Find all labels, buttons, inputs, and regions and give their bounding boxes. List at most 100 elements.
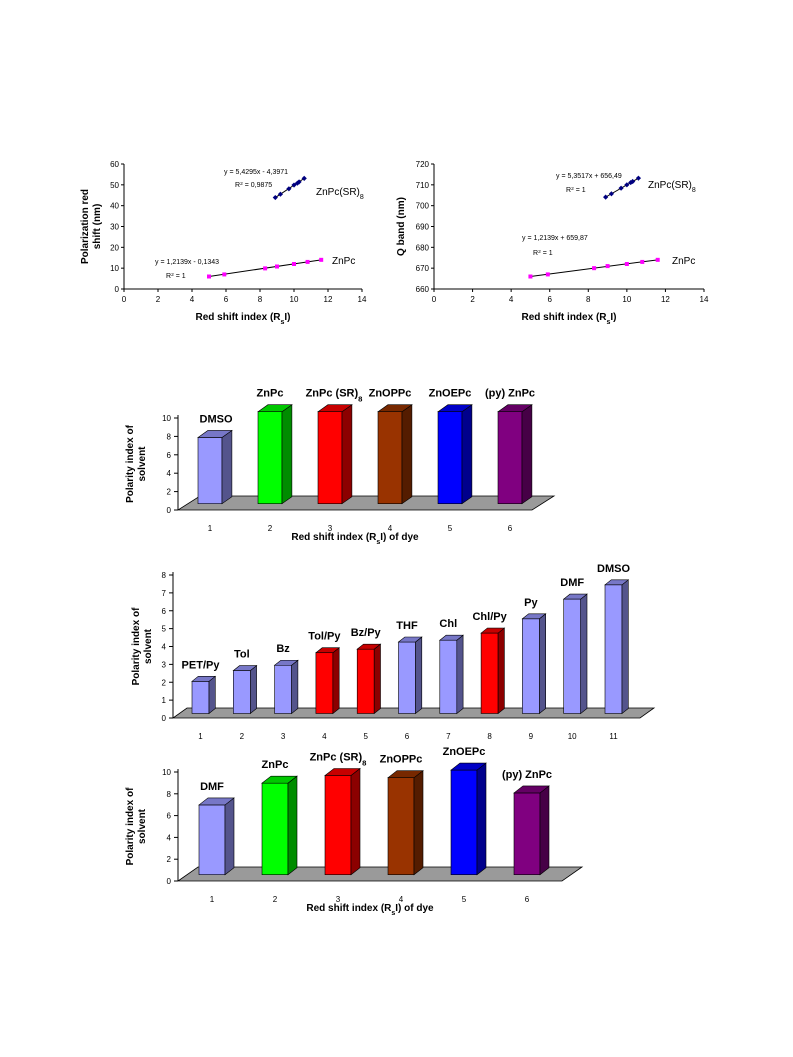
bar-chart-3: 0 2 4 6 8 10 Polarity index of solvent 1 DMF 2 ZnPc… bbox=[125, 746, 584, 917]
bar-label: ZnOPPc bbox=[380, 754, 423, 766]
data-point bbox=[305, 259, 310, 264]
bar-side bbox=[401, 404, 413, 505]
data-point bbox=[655, 257, 660, 262]
x-tick-label: 4 bbox=[388, 524, 393, 533]
bar-front bbox=[233, 670, 251, 714]
bar-side bbox=[208, 675, 216, 715]
r-squared-part: R bbox=[166, 273, 171, 280]
bar-11: 11 DMSO bbox=[597, 563, 630, 741]
bar-top bbox=[497, 404, 533, 413]
x-axis-title-subscript: s bbox=[281, 319, 285, 326]
bar-label: (py) ZnPc bbox=[485, 388, 535, 400]
x-tick-label: 4 bbox=[399, 895, 404, 904]
bar-label: ZnPc (SR)8 bbox=[310, 752, 368, 768]
bar-side bbox=[539, 613, 547, 715]
y-tick-label: 4 bbox=[167, 469, 172, 478]
data-point bbox=[301, 175, 307, 181]
data-point bbox=[528, 274, 533, 279]
x-tick-label: 1 bbox=[198, 732, 203, 741]
bar-side bbox=[476, 762, 487, 876]
y-tick-label: 0 bbox=[162, 714, 167, 723]
x-tick-label: 3 bbox=[336, 895, 341, 904]
y-tick-label: 8 bbox=[167, 790, 172, 799]
bar-label: ZnOEPc bbox=[429, 388, 472, 400]
bar-label-text: Tol/Py bbox=[308, 631, 341, 643]
bar-side bbox=[580, 593, 588, 715]
x-tick-label: 8 bbox=[258, 295, 263, 304]
bar-top bbox=[191, 676, 217, 682]
x-tick-label: 6 bbox=[508, 524, 513, 533]
series-znpc: y = 1,2139x + 659,87 R2 = 1 ZnPc bbox=[522, 235, 695, 279]
y-axis-title-line2: shift (nm) bbox=[92, 204, 103, 250]
bar-label-text: DMSO bbox=[200, 413, 233, 425]
x-tick-label: 3 bbox=[328, 524, 333, 533]
x-tick-label: 6 bbox=[405, 732, 410, 741]
bar-3: 3 ZnPc (SR)8 bbox=[306, 388, 364, 533]
bar-top bbox=[324, 768, 361, 776]
data-point bbox=[286, 186, 292, 192]
bar-label: (py) ZnPc bbox=[502, 769, 552, 781]
bar-label-text: DMF bbox=[560, 577, 584, 589]
bar-label: Bz bbox=[276, 643, 290, 655]
bar-side bbox=[350, 767, 361, 876]
x-tick-label: 2 bbox=[156, 295, 161, 304]
series-label-text: ZnPc(SR) bbox=[648, 180, 692, 191]
x-axis-title: Red shift index (RsI) bbox=[521, 312, 616, 326]
bar-top bbox=[450, 762, 487, 771]
data-point bbox=[592, 266, 597, 271]
y-axis-title-line1: Polarity index of bbox=[125, 787, 136, 865]
series-znpc-sr8: y = 5,3517x + 656,49 R2 = 1 ZnPc(SR)8 bbox=[556, 173, 696, 200]
bar-chart-2: 0 1 2 3 4 5 6 7 8 Polarity index of solvent 1 PET/Py… bbox=[131, 563, 656, 741]
x-axis-title-part: Red shift index (R bbox=[291, 532, 377, 543]
bar-side bbox=[281, 404, 293, 505]
data-point bbox=[635, 175, 642, 181]
data-point bbox=[624, 262, 629, 266]
bar-label: PET/Py bbox=[182, 659, 221, 671]
x-tick-label: 0 bbox=[122, 295, 127, 304]
x-tick-label: 14 bbox=[358, 295, 367, 304]
bar-front bbox=[604, 584, 623, 714]
bar-6: 6 (py) ZnPc bbox=[502, 769, 552, 904]
x-tick-label: 6 bbox=[525, 895, 530, 904]
bar-2: 2 Tol bbox=[232, 649, 258, 741]
bar-label-text: PET/Py bbox=[182, 659, 221, 671]
bar-side bbox=[539, 785, 550, 876]
y-tick-label: 0 bbox=[115, 285, 120, 294]
bar-5: 5 ZnOEPc bbox=[429, 388, 473, 533]
x-tick-label: 5 bbox=[462, 895, 467, 904]
bar-side bbox=[373, 643, 381, 715]
r-squared-superscript: 2 bbox=[571, 186, 574, 192]
bar-1: 1 DMSO bbox=[197, 413, 233, 533]
y-tick-label: 0 bbox=[167, 506, 172, 515]
bar-3: 3 Bz bbox=[273, 643, 299, 741]
bar-top bbox=[197, 430, 233, 438]
x-tick-label: 12 bbox=[661, 295, 670, 304]
bar-chart-1: 0 2 4 6 8 10 Polarity index of solvent 1 DMSO 2 ZnP… bbox=[125, 388, 556, 546]
y-tick-label: 10 bbox=[162, 414, 171, 423]
bar-side bbox=[415, 636, 423, 715]
series-znpc-sr8: y = 5,4295x - 4,3971 R2 = 0,9875 ZnPc(SR)8 bbox=[224, 169, 364, 201]
y-tick-label: 50 bbox=[110, 181, 119, 190]
y-axis-title-line1: Polarization red bbox=[80, 189, 91, 264]
bar-side bbox=[413, 770, 424, 876]
x-tick-label: 11 bbox=[609, 732, 618, 741]
x-axis-title: Red shift index (RsI) of dye bbox=[291, 532, 419, 546]
bar-front bbox=[480, 632, 499, 714]
series-znpc: y = 1,2139x - 0,1343 R2 = 1 ZnPc bbox=[155, 256, 355, 280]
bar-front bbox=[563, 598, 582, 714]
data-point bbox=[277, 191, 283, 197]
x-tick-label: 6 bbox=[547, 295, 552, 304]
r-squared-part: = 1 bbox=[541, 250, 553, 257]
bar-side bbox=[456, 634, 464, 715]
x-tick-label: 2 bbox=[268, 524, 273, 533]
y-tick-label: 4 bbox=[162, 643, 167, 652]
y-tick-label: 2 bbox=[167, 488, 172, 497]
x-axis-title-part: I) bbox=[284, 312, 290, 323]
data-point bbox=[618, 185, 624, 191]
bar-label-text: ZnPc (SR) bbox=[310, 752, 363, 764]
data-point bbox=[624, 182, 630, 188]
x-axis-title-part: I) of dye bbox=[380, 532, 419, 543]
series-label-text: ZnPc bbox=[332, 256, 355, 267]
bar-front bbox=[257, 411, 283, 505]
